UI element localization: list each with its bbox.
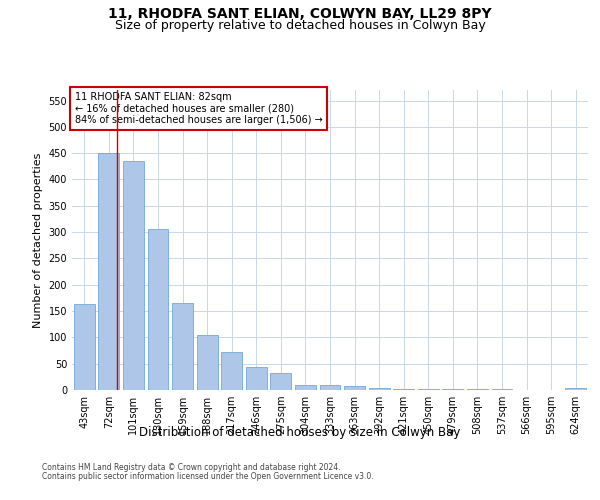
Y-axis label: Number of detached properties: Number of detached properties xyxy=(33,152,43,328)
Bar xyxy=(271,372,292,390)
Bar xyxy=(295,384,316,390)
Text: 11, RHODFA SANT ELIAN, COLWYN BAY, LL29 8PY: 11, RHODFA SANT ELIAN, COLWYN BAY, LL29 … xyxy=(108,8,492,22)
Text: Distribution of detached houses by size in Colwyn Bay: Distribution of detached houses by size … xyxy=(139,426,461,439)
Bar xyxy=(172,303,193,390)
Bar xyxy=(368,388,389,390)
Bar xyxy=(246,367,267,390)
Bar xyxy=(221,352,242,390)
Text: Size of property relative to detached houses in Colwyn Bay: Size of property relative to detached ho… xyxy=(115,18,485,32)
Bar xyxy=(148,230,169,390)
Bar xyxy=(123,161,144,390)
Text: Contains public sector information licensed under the Open Government Licence v3: Contains public sector information licen… xyxy=(42,472,374,481)
Bar xyxy=(344,386,365,390)
Bar xyxy=(197,334,218,390)
Bar xyxy=(98,153,119,390)
Bar xyxy=(393,389,414,390)
Bar xyxy=(320,384,340,390)
Text: 11 RHODFA SANT ELIAN: 82sqm
← 16% of detached houses are smaller (280)
84% of se: 11 RHODFA SANT ELIAN: 82sqm ← 16% of det… xyxy=(74,92,322,124)
Bar xyxy=(565,388,586,390)
Text: Contains HM Land Registry data © Crown copyright and database right 2024.: Contains HM Land Registry data © Crown c… xyxy=(42,464,341,472)
Bar xyxy=(74,304,95,390)
